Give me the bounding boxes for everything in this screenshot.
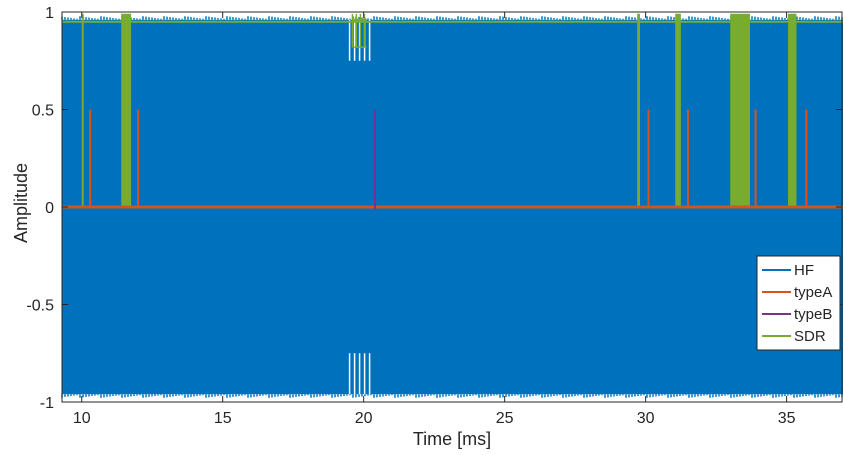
y-tick-label: 0 [45, 200, 54, 217]
series-sdr-pulse [788, 13, 797, 207]
plot-area: 10 15 20 25 30 35 -1 -0.5 0 0.5 1 [26, 5, 843, 427]
series-sdr-pulse [675, 13, 681, 207]
y-tick-label: -1 [40, 395, 54, 412]
series-sdr-burst [352, 18, 367, 21]
y-tick-label: 1 [45, 5, 54, 22]
legend-label: HF [794, 262, 814, 279]
x-tick-label: 35 [778, 410, 796, 427]
series-sdr-pulse [81, 13, 84, 207]
axis-ticks: 10 15 20 25 30 35 -1 -0.5 0 0.5 1 [26, 5, 842, 427]
series-sdr-pulse [121, 13, 132, 207]
legend-box [756, 255, 841, 351]
series-sdr-pulse [730, 13, 750, 207]
series-sdr-pulse [637, 13, 640, 207]
y-tick-label: 0.5 [32, 103, 54, 120]
x-tick-label: 30 [637, 410, 655, 427]
legend-label: SDR [794, 328, 826, 345]
y-tick-label: -0.5 [26, 298, 54, 315]
legend-label: typeA [794, 284, 832, 301]
x-tick-label: 20 [355, 410, 373, 427]
x-tick-label: 25 [496, 410, 514, 427]
series-typea-group [62, 109, 843, 209]
x-axis-label: Time [ms] [413, 429, 491, 449]
legend: HF typeA typeB SDR [756, 255, 841, 351]
x-tick-label: 15 [214, 410, 232, 427]
series-sdr-group [62, 13, 843, 207]
legend-label: typeB [794, 306, 832, 323]
x-tick-label: 10 [73, 410, 91, 427]
y-axis-label: Amplitude [11, 163, 31, 243]
